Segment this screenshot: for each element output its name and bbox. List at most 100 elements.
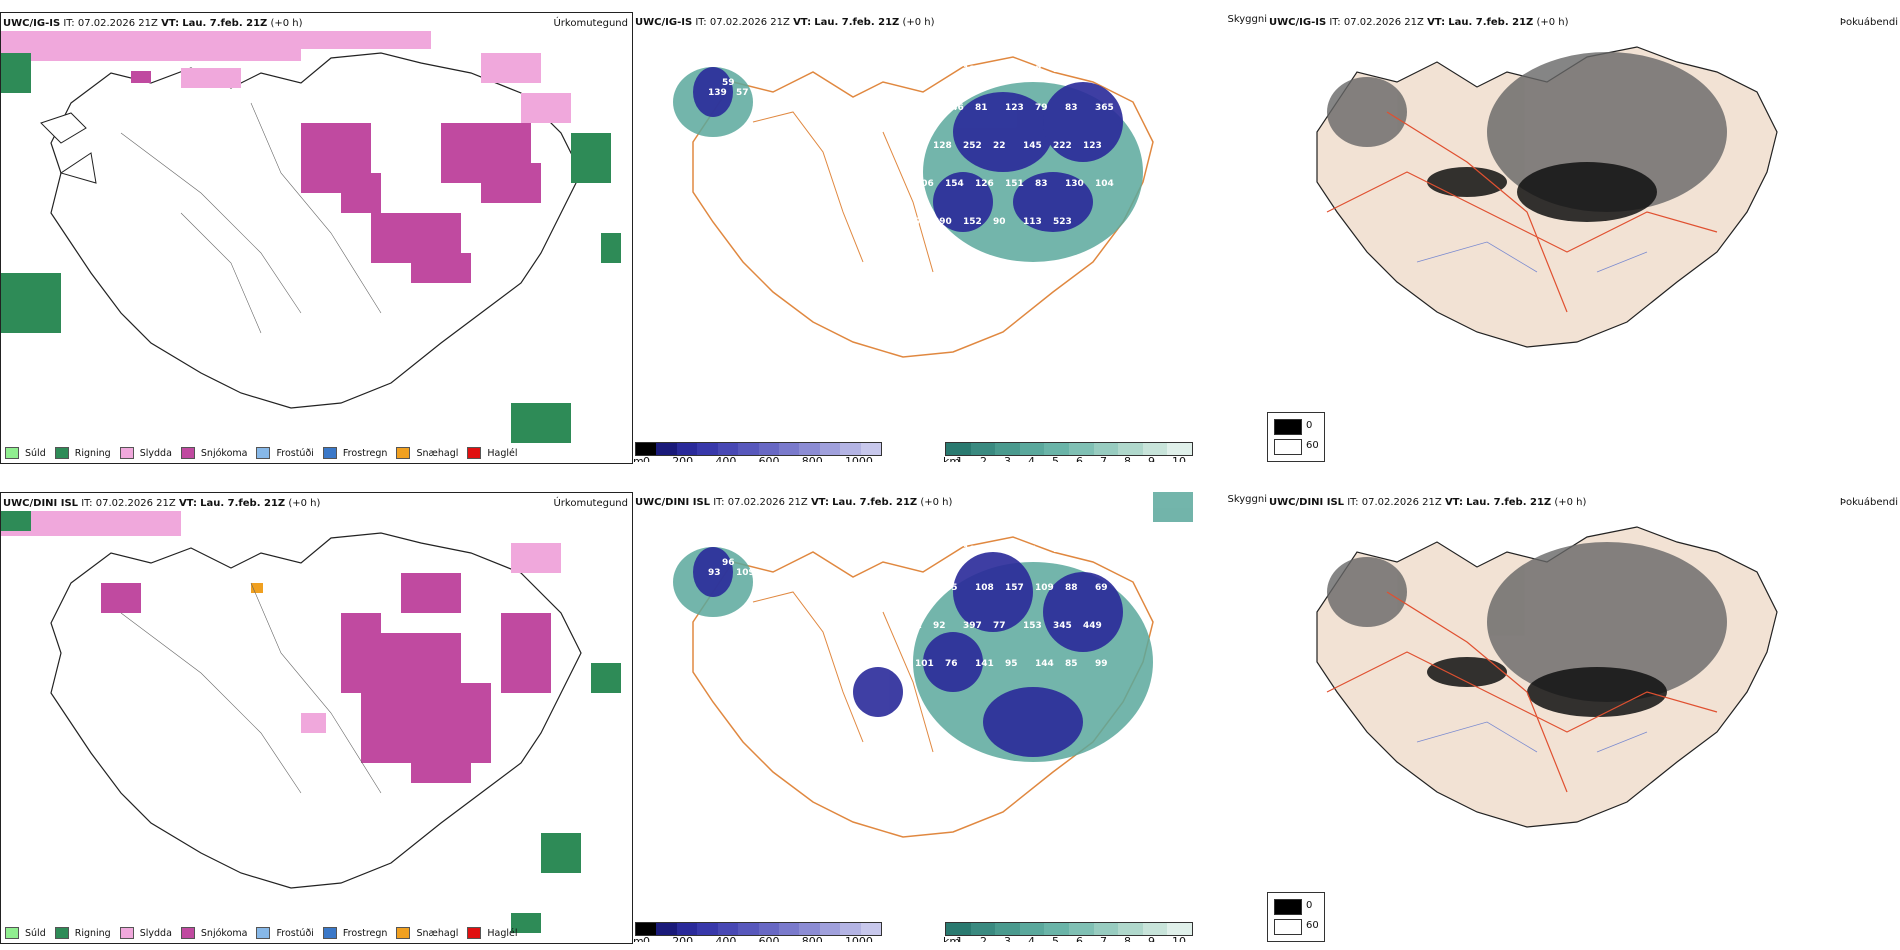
colorbar-tick: 8 xyxy=(1124,455,1131,462)
colorbar-cell xyxy=(1093,443,1119,455)
visibility-value-label: 66 xyxy=(722,523,735,533)
colorbar-tick: 2 xyxy=(980,455,987,462)
visibility-value-label: 81 xyxy=(975,103,988,113)
visibility-value-label: 123 xyxy=(1005,103,1024,113)
colorbar-cell xyxy=(636,443,657,455)
visibility-value-label: 152 xyxy=(963,217,982,227)
colorbar-cell xyxy=(738,923,759,935)
colorbar-cell xyxy=(840,923,861,935)
legend-swatch xyxy=(256,927,271,939)
legend-item: Haglél xyxy=(467,927,518,939)
visibility-value-label: 106 xyxy=(963,545,982,555)
visibility-value-label: 92 xyxy=(933,621,946,631)
legend-swatch xyxy=(119,927,134,939)
colorbar-tick: 4 xyxy=(1028,455,1035,462)
fog-legend: 0 60 xyxy=(1267,892,1325,942)
visibility-value-label: 57 xyxy=(736,88,749,98)
colorbar-cell xyxy=(1167,923,1192,935)
colorbar-tick: 10 xyxy=(1172,935,1186,942)
colorbar-cell xyxy=(1118,923,1143,935)
colorbar-cell xyxy=(1167,443,1192,455)
legend-item: Súld xyxy=(5,927,46,939)
visibility-value-label: 66 xyxy=(933,545,946,555)
visibility-value-label: 139 xyxy=(708,88,727,98)
colorbar-tick: 10 xyxy=(1172,455,1186,462)
colorbar-cell xyxy=(697,923,718,935)
colorbar-tick: 7 xyxy=(1100,935,1107,942)
panel-header: UWC/IG-IS IT: 07.02.2026 21Z VT: Lau. 7.… xyxy=(1269,17,1569,28)
visibility-panel-row1: UWC/IG-IS IT: 07.02.2026 21Z VT: Lau. 7.… xyxy=(633,12,1267,462)
legend-swatch xyxy=(467,447,482,459)
colorbar-cell xyxy=(656,923,677,935)
legend-swatch xyxy=(396,927,411,939)
colorbar-cell xyxy=(636,923,657,935)
legend-item: Frostregn xyxy=(322,447,387,459)
colorbar-cell xyxy=(946,443,971,455)
colorbar-km-ticks: 1 2 3 4 5 6 7 8 9 10 xyxy=(956,455,1186,462)
visibility-value-label: 460 xyxy=(903,141,922,151)
colorbar-cell xyxy=(1142,923,1168,935)
colorbar-tick: 3 xyxy=(1004,455,1011,462)
visibility-value-label: 118 xyxy=(915,103,934,113)
legend-swatch xyxy=(322,927,337,939)
colorbar-tick: 6 xyxy=(1076,455,1083,462)
legend-item: Snjókoma xyxy=(180,447,247,459)
colorbar-tick: 9 xyxy=(1148,935,1155,942)
visibility-value-label: 157 xyxy=(1005,583,1024,593)
legend-swatch xyxy=(467,927,482,939)
panel-header: UWC/IG-IS IT: 07.02.2026 21Z VT: Lau. 7.… xyxy=(3,18,303,29)
legend-item: Snæhagl xyxy=(396,927,458,939)
visibility-value-label: 96 xyxy=(736,33,749,43)
visibility-value-label: 365 xyxy=(1095,103,1114,113)
colorbar-tick: 1 xyxy=(956,455,963,462)
colorbar-cell xyxy=(676,443,698,455)
panel-title: Úrkomutegund xyxy=(553,498,628,509)
colorbar-tick: 6 xyxy=(1076,935,1083,942)
legend-item: Slydda xyxy=(119,927,172,939)
fog-legend-low: 60 xyxy=(1306,920,1319,931)
colorbar-cell xyxy=(758,443,779,455)
visibility-value-label: 106 xyxy=(915,179,934,189)
visibility-value-label: 97 xyxy=(1053,65,1066,75)
panel-title: Skyggni xyxy=(1227,494,1267,505)
panel-title: Úrkomutegund xyxy=(553,18,628,29)
visibility-value-label: 90 xyxy=(1083,65,1096,75)
fog-map xyxy=(1316,526,1778,828)
panel-title: Þokuábendi xyxy=(1839,497,1898,508)
legend-item: Slydda xyxy=(119,447,172,459)
visibility-value-label: 107 xyxy=(1023,65,1042,75)
scale-unit-km: km xyxy=(943,455,961,462)
precip-legend: Súld Rigning Slydda Snjókoma Frostúði Fr… xyxy=(5,925,518,941)
legend-item: Haglél xyxy=(467,447,518,459)
visibility-value-label: 217 xyxy=(903,217,922,227)
visibility-value-label: 126 xyxy=(1083,545,1102,555)
visibility-value-label: 79 xyxy=(993,545,1006,555)
visibility-value-label: 128 xyxy=(933,141,952,151)
visibility-value-label: 59 xyxy=(722,78,735,88)
visibility-value-label: 141 xyxy=(975,659,994,669)
visibility-value-label: 69 xyxy=(1095,583,1108,593)
colorbar-tick: 3 xyxy=(1004,935,1011,942)
visibility-value-label: 222 xyxy=(1053,141,1072,151)
panel-header: UWC/DINI ISL IT: 07.02.2026 21Z VT: Lau.… xyxy=(635,497,953,508)
colorbar-cell xyxy=(778,443,800,455)
colorbar-cell xyxy=(970,443,996,455)
colorbar-tick: 2 xyxy=(980,935,987,942)
visibility-value-label: 108 xyxy=(975,583,994,593)
colorbar-cell xyxy=(1019,923,1045,935)
panel-header: UWC/DINI ISL IT: 07.02.2026 21Z VT: Lau.… xyxy=(1269,497,1587,508)
legend-swatch xyxy=(119,447,134,459)
visibility-value-label: 109 xyxy=(736,568,755,578)
visibility-value-label: 130 xyxy=(1065,179,1084,189)
colorbar-cell xyxy=(1044,923,1069,935)
visibility-value-label: 96 xyxy=(903,545,916,555)
legend-swatch xyxy=(396,447,411,459)
visibility-value-label: 154 xyxy=(945,179,964,189)
legend-swatch xyxy=(5,927,19,939)
fog-legend-high: 0 xyxy=(1306,420,1313,431)
legend-swatch xyxy=(180,927,195,939)
colorbar-tick: 1000 xyxy=(844,935,873,942)
visibility-value-label: 290 xyxy=(933,217,952,227)
